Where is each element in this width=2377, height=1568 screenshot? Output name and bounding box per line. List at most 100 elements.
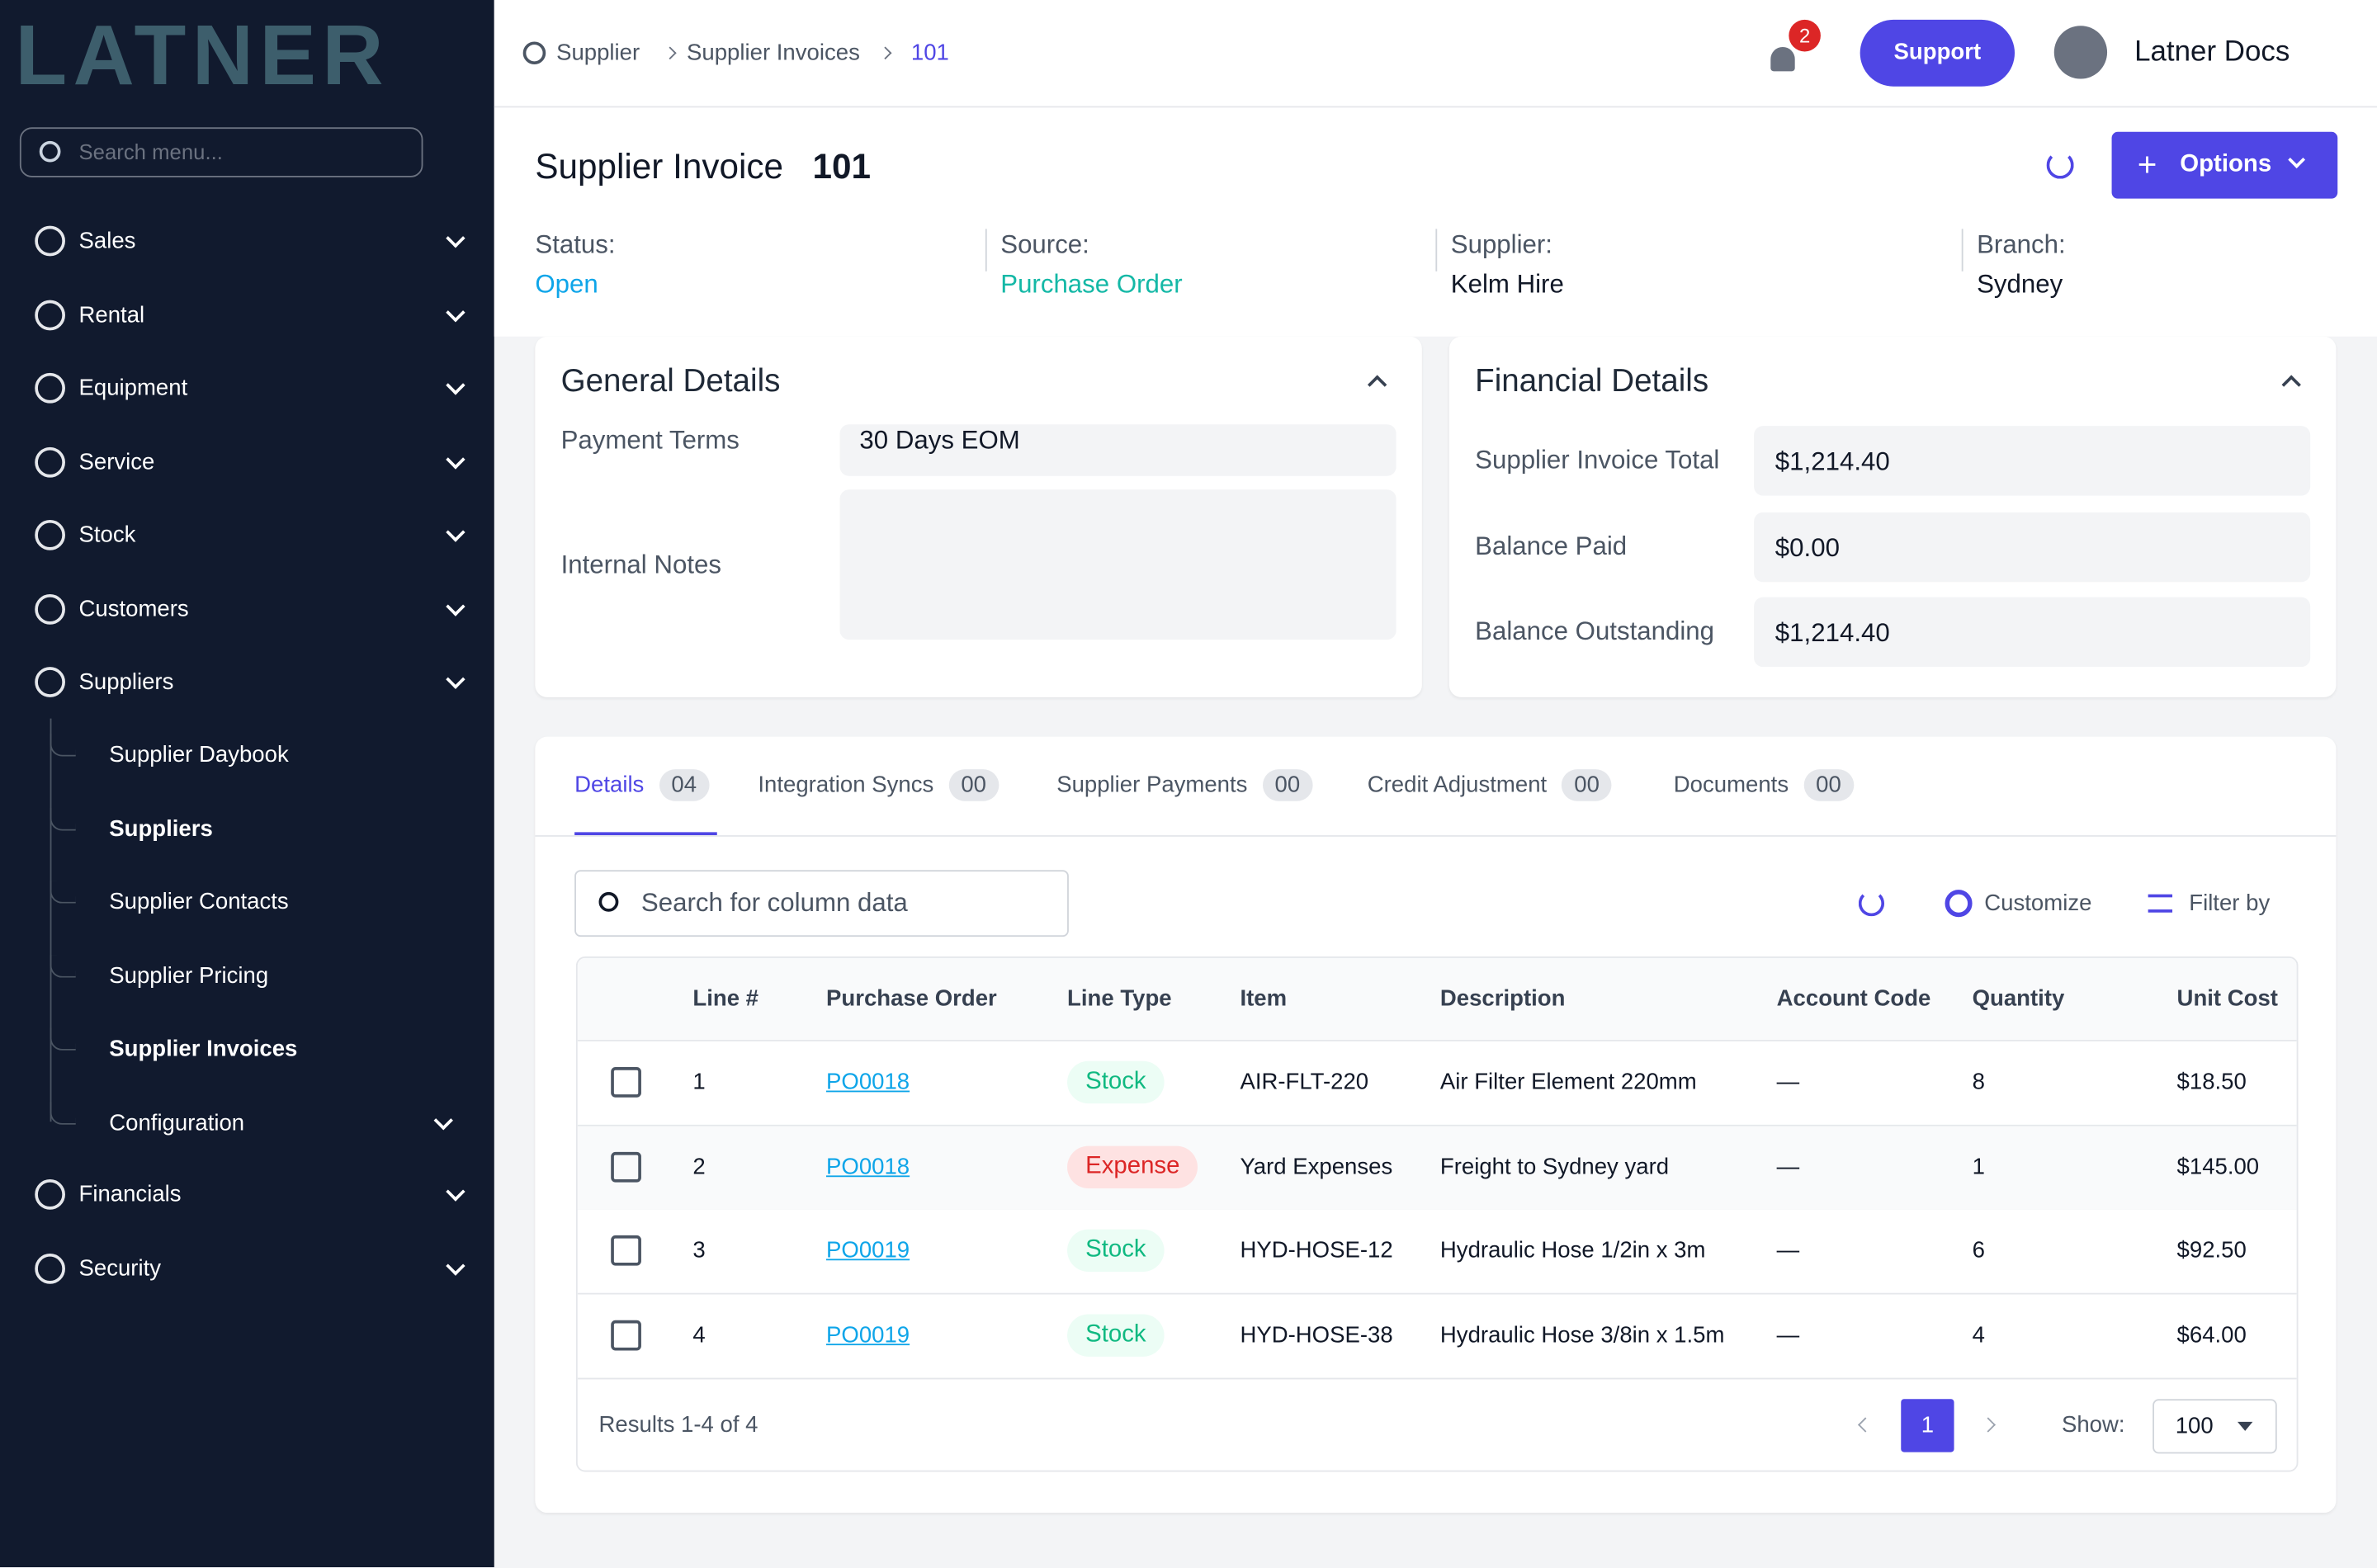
table-search[interactable]: Search for column data — [574, 870, 1069, 937]
submenu-item[interactable]: Configuration — [109, 1109, 245, 1136]
card-title: General Details — [560, 363, 781, 399]
row-checkbox[interactable] — [611, 1235, 641, 1266]
support-button[interactable]: Support — [1860, 19, 2015, 87]
submenu-item[interactable]: Supplier Contacts — [109, 889, 289, 915]
purchase-order-link[interactable]: PO0019 — [826, 1237, 910, 1263]
refresh-icon[interactable] — [2046, 151, 2074, 179]
general-card: General Details Payment Terms 30 Days EOM I… — [535, 336, 1422, 697]
cell: $92.50 — [2176, 1237, 2247, 1263]
chevron — [446, 302, 465, 322]
field-label: Source: — [1000, 230, 1089, 260]
cell: HYD-HOSE-38 — [1240, 1321, 1393, 1348]
tab[interactable]: Integration Syncs 00 — [758, 769, 999, 801]
tab-label: Integration Syncs — [758, 772, 934, 799]
top-bar: Supplier Supplier Invoices 101 2 Support Latn… — [494, 0, 2377, 108]
prev-page[interactable] — [1858, 1417, 1874, 1433]
breadcrumb-item[interactable]: Supplier Invoices — [687, 40, 860, 66]
chevron — [446, 229, 465, 248]
bell-icon[interactable] — [1770, 46, 1795, 72]
menu-item[interactable]: Financials — [78, 1181, 182, 1207]
page-size-value: 100 — [2175, 1413, 2214, 1439]
refresh-icon[interactable] — [1858, 890, 1885, 917]
row-checkbox[interactable] — [611, 1067, 641, 1098]
menu-icon — [35, 519, 65, 550]
breadcrumb-item[interactable]: Supplier — [556, 40, 640, 66]
payment-terms-field[interactable]: 30 Days EOM — [839, 424, 1396, 476]
cell: HYD-HOSE-12 — [1240, 1237, 1393, 1263]
customize-button[interactable]: Customize — [1984, 890, 2092, 917]
purchase-order-link[interactable]: PO0018 — [826, 1069, 910, 1096]
amount-field[interactable]: $1,214.40 — [1754, 426, 2311, 496]
page-button[interactable]: 1 — [1901, 1399, 1954, 1452]
cell: 3 — [692, 1237, 706, 1263]
tree-branch — [50, 733, 76, 757]
avatar[interactable] — [2053, 26, 2108, 79]
amount-field[interactable]: $0.00 — [1754, 511, 2311, 582]
field-label: Internal Notes — [560, 550, 721, 579]
menu-item[interactable]: Service — [78, 448, 155, 475]
menu-item[interactable]: Equipment — [78, 375, 188, 401]
cell: $18.50 — [2176, 1069, 2247, 1096]
sidebar: LATNER Search menu... Sales Rental Equipment… — [0, 0, 494, 1568]
options-button[interactable]: + Options — [2111, 131, 2338, 199]
user-name[interactable]: Latner Docs — [2134, 36, 2290, 68]
menu-item[interactable]: Security — [78, 1254, 162, 1282]
tree-line — [50, 718, 52, 1122]
menu-item[interactable]: Rental — [78, 301, 145, 328]
field-value: $1,214.40 — [1774, 446, 1890, 476]
submenu-item[interactable]: Supplier Pricing — [109, 962, 269, 989]
tab[interactable]: Credit Adjustment 00 — [1368, 769, 1612, 801]
table: Line # Purchase Order Line Type Item Descrip… — [575, 956, 2299, 1472]
submenu-item[interactable]: Suppliers — [109, 815, 213, 842]
collapse-icon[interactable] — [1367, 375, 1387, 394]
line-type-badge: Stock — [1067, 1313, 1165, 1356]
submenu-item[interactable]: Supplier Invoices — [109, 1036, 298, 1062]
search-icon — [598, 891, 619, 912]
plus-icon: + — [2137, 145, 2157, 184]
menu-item[interactable]: Sales — [78, 228, 136, 254]
column-header: Line # — [692, 985, 759, 1013]
row-checkbox[interactable] — [611, 1150, 641, 1182]
next-page[interactable] — [1980, 1417, 1996, 1433]
field-label: Status: — [535, 230, 616, 260]
column-header: Quantity — [1972, 985, 2065, 1013]
submenu-item[interactable]: Supplier Daybook — [109, 742, 289, 768]
tab[interactable]: Details 04 — [574, 769, 709, 801]
menu-item[interactable]: Customers — [78, 595, 189, 622]
collapse-icon[interactable] — [2281, 375, 2301, 394]
line-type-badge: Expense — [1067, 1145, 1198, 1188]
cell: Air Filter Element 220mm — [1439, 1069, 1697, 1096]
field-value: $1,214.40 — [1774, 618, 1890, 648]
page-size-select[interactable]: 100 — [2153, 1399, 2277, 1454]
cell: Yard Expenses — [1240, 1153, 1393, 1179]
purchase-order-link[interactable]: PO0019 — [826, 1321, 910, 1348]
tab[interactable]: Supplier Payments 00 — [1056, 769, 1312, 801]
tab[interactable]: Documents 00 — [1674, 769, 1854, 801]
tab-count: 00 — [1562, 769, 1612, 801]
search-placeholder: Search menu... — [78, 139, 223, 164]
internal-notes-field[interactable] — [839, 489, 1396, 640]
cell: Hydraulic Hose 3/8in x 1.5m — [1439, 1321, 1725, 1348]
menu-search[interactable]: Search menu... — [19, 127, 423, 177]
gear-icon — [1945, 890, 1973, 918]
field-value: 30 Days EOM — [859, 426, 1020, 456]
filter-icon — [2148, 894, 2173, 913]
field-value: Open — [535, 269, 598, 299]
field-separator — [1961, 229, 1964, 272]
cell: — — [1776, 1069, 1800, 1096]
line-type-badge: Stock — [1067, 1060, 1165, 1104]
cell: 4 — [1972, 1321, 1985, 1348]
purchase-order-link[interactable]: PO0018 — [826, 1153, 910, 1179]
menu-item[interactable]: Suppliers — [78, 668, 174, 696]
tree-branch — [50, 1101, 76, 1124]
menu-icon — [35, 299, 65, 330]
field-value: $0.00 — [1774, 532, 1840, 562]
filter-button[interactable]: Filter by — [2189, 890, 2271, 917]
menu-icon — [35, 593, 65, 624]
menu-icon — [35, 1178, 65, 1210]
row-checkbox[interactable] — [611, 1319, 641, 1350]
amount-field[interactable]: $1,214.40 — [1754, 597, 2311, 668]
menu-item[interactable]: Stock — [78, 522, 136, 548]
field-label: Payment Terms — [560, 426, 740, 456]
